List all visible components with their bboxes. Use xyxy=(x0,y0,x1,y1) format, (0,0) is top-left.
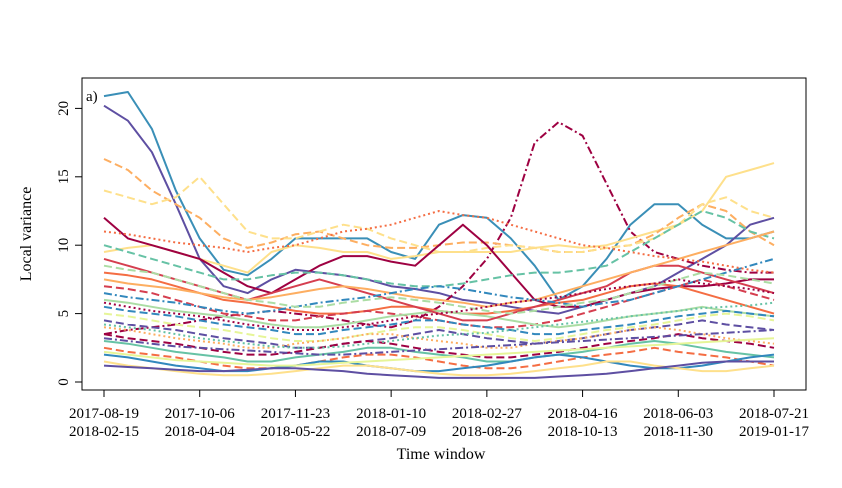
series-line-3 xyxy=(103,121,774,336)
series-line-29 xyxy=(103,329,775,356)
x-tick-label: 2018-06-03 xyxy=(643,406,713,422)
panel-label: a) xyxy=(86,89,98,105)
x-tick-label: 2018-04-16 xyxy=(548,406,618,422)
y-tick-label: 5 xyxy=(56,310,72,318)
series-line-27 xyxy=(103,210,775,274)
x-tick-label: 2017-08-19 xyxy=(69,406,139,422)
x-tick-label: 2017-10-06 xyxy=(165,406,235,422)
x-axis-label: Time window xyxy=(397,446,486,463)
x-tick-label: 2018-11-30 xyxy=(644,424,713,440)
y-tick-label: 20 xyxy=(56,101,72,116)
x-tick-label: 2018-10-13 xyxy=(548,424,618,440)
x-tick-label: 2018-08-26 xyxy=(452,424,522,440)
y-axis-label: Local variance xyxy=(18,187,35,282)
series-layer xyxy=(103,91,775,379)
series-line-13 xyxy=(103,312,775,342)
x-tick-label: 2018-02-27 xyxy=(452,406,522,422)
x-tick-label: 2018-02-15 xyxy=(69,424,139,440)
series-line-17 xyxy=(103,340,775,363)
x-tick-label: 2018-07-09 xyxy=(356,424,426,440)
series-line-25 xyxy=(103,264,775,315)
series-line-7 xyxy=(103,217,774,308)
x-tick-label: 2018-07-21 xyxy=(739,406,809,422)
series-line-16 xyxy=(103,333,775,359)
series-line-28 xyxy=(103,301,775,349)
x-tick-label: 2017-11-23 xyxy=(261,406,330,422)
x-tick-label: 2018-05-22 xyxy=(260,424,330,440)
x-tick-label: 2019-01-17 xyxy=(739,424,809,440)
y-tick-label: 15 xyxy=(56,169,72,184)
series-line-21 xyxy=(103,360,774,379)
series-line-18 xyxy=(103,346,775,370)
series-line-1 xyxy=(103,91,775,301)
series-line-4 xyxy=(103,162,775,274)
y-axis: 0 5 10 15 20 xyxy=(56,101,83,386)
y-tick-label: 10 xyxy=(56,238,72,253)
series-line-23 xyxy=(103,230,775,308)
series-line-24 xyxy=(103,257,775,315)
series-line-14 xyxy=(103,319,775,349)
series-line-30 xyxy=(103,337,775,367)
series-line-6 xyxy=(103,175,775,253)
series-line-5 xyxy=(103,158,775,253)
x-axis: 2017-08-19 2018-02-15 2017-10-06 2018-04-04… xyxy=(69,389,809,440)
y-tick-label: 0 xyxy=(56,378,72,386)
x-tick-label: 2018-01-10 xyxy=(356,406,426,422)
series-line-12 xyxy=(103,305,775,336)
x-tick-label: 2018-04-04 xyxy=(165,424,235,440)
series-line-2 xyxy=(103,104,775,315)
